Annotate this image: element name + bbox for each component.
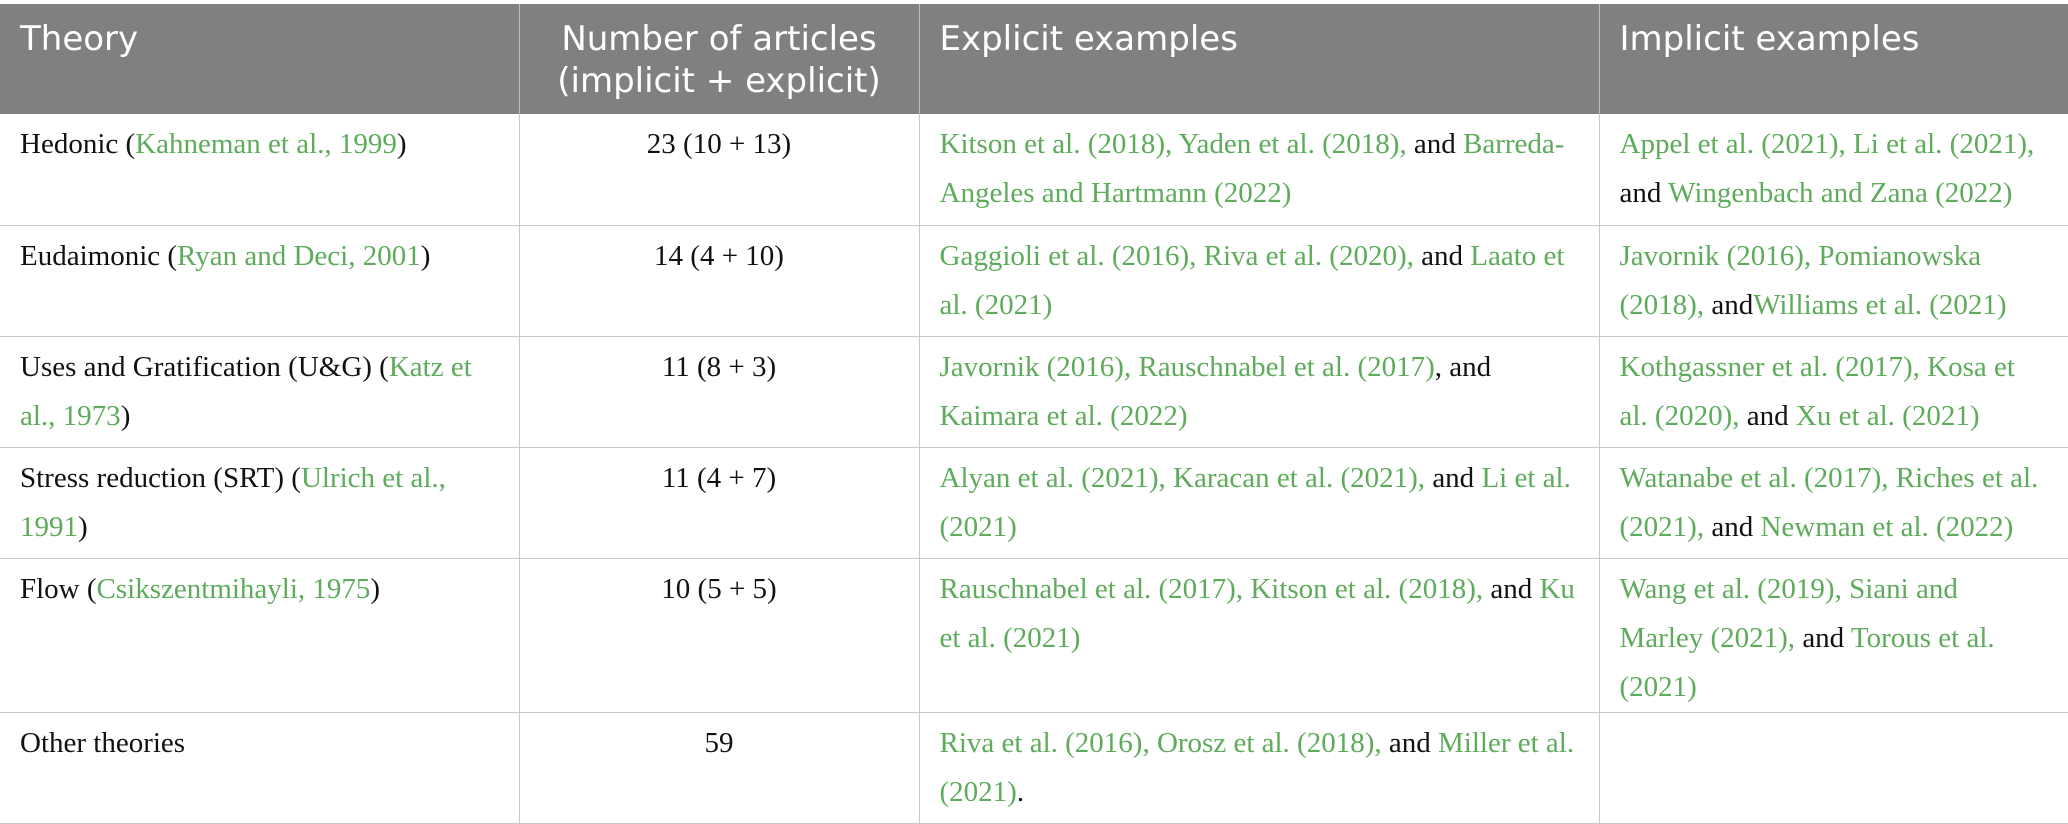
theory-name-tail: ) [120, 399, 131, 432]
implicit-examples-cell: Watanabe et al. (2017), Riches et al. (2… [1599, 447, 2068, 559]
header-number-of-articles: Number of articles (implicit + explicit) [519, 4, 920, 114]
theory-name: Flow ( [20, 572, 97, 605]
explicit-reference-link-last[interactable]: Miller et al. (2021) [939, 726, 1575, 808]
implicit-reference-links[interactable]: Wang et al. (2019), Siani and Marley (20… [1619, 572, 1958, 654]
explicit-examples-cell: Gaggioli et al. (2016), Riva et al. (202… [919, 225, 1600, 337]
implicit-examples-cell: Wang et al. (2019), Siani and Marley (20… [1599, 558, 2068, 713]
explicit-reference-links[interactable]: Rauschnabel et al. (2017), Kitson et al.… [939, 572, 1484, 605]
explicit-conjunction: and [1483, 572, 1540, 605]
explicit-conjunction: , and [1434, 350, 1492, 383]
implicit-reference-links[interactable]: Appel et al. (2021), Li et al. (2021), [1619, 128, 2035, 160]
theory-name: Uses and Gratification (U&G) ( [20, 350, 389, 383]
theory-cell: Flow (Csikszentmihayli, 1975) [0, 558, 520, 713]
article-count-cell: 23 (10 + 13) [519, 114, 920, 226]
implicit-conjunction: and [1704, 288, 1754, 321]
explicit-examples-cell: Alyan et al. (2021), Karacan et al. (202… [919, 447, 1600, 559]
explicit-reference-link-last[interactable]: Laato et al. (2021) [939, 239, 1565, 321]
header-row: Theory Number of articles (implicit + ex… [0, 4, 2068, 114]
implicit-reference-link-last[interactable]: Xu et al. (2021) [1795, 399, 1980, 432]
theory-reference-link[interactable]: Kahneman et al., 1999 [135, 128, 397, 160]
article-count-cell: 14 (4 + 10) [519, 225, 920, 337]
theory-name-tail: ) [396, 128, 407, 160]
header-articles-line-1: Number of articles [561, 19, 877, 59]
theory-cell: Other theories [0, 712, 520, 824]
implicit-conjunction: and [1619, 177, 1669, 209]
theory-name: Hedonic ( [20, 128, 136, 160]
header-implicit-examples: Implicit examples [1599, 4, 2068, 114]
theory-cell: Hedonic (Kahneman et al., 1999) [0, 114, 520, 226]
implicit-reference-link-last[interactable]: Wingenbach and Zana (2022) [1668, 177, 2013, 209]
theory-cell: Uses and Gratification (U&G) (Katz et al… [0, 336, 520, 448]
article-count-cell: 11 (4 + 7) [519, 447, 920, 559]
explicit-examples-cell: Rauschnabel et al. (2017), Kitson et al.… [919, 558, 1600, 713]
implicit-conjunction: and [1795, 621, 1851, 654]
header-articles-line-2: (implicit + explicit) [557, 61, 881, 101]
explicit-reference-link-last[interactable]: Kaimara et al. (2022) [939, 399, 1188, 432]
explicit-conjunction: and [1425, 461, 1482, 494]
implicit-reference-link-last[interactable]: Williams et al. (2021) [1753, 288, 2007, 321]
table-body: Hedonic (Kahneman et al., 1999) 23 (10 +… [0, 114, 2068, 824]
explicit-conjunction: and [1413, 239, 1471, 272]
theory-reference-link[interactable]: Csikszentmihayli, 1975 [96, 572, 371, 605]
implicit-reference-links[interactable]: Kothgassner et al. (2017), Kosa et al. (… [1619, 350, 2015, 432]
theory-reference-link[interactable]: Ulrich et al., 1991 [20, 461, 446, 543]
explicit-conjunction: and [1406, 128, 1464, 160]
theory-reference-link[interactable]: Ryan and Deci, 2001 [177, 239, 421, 272]
table-row: Flow (Csikszentmihayli, 1975) 10 (5 + 5)… [0, 558, 2068, 713]
theories-table: Theory Number of articles (implicit + ex… [0, 4, 2068, 824]
theory-name: Other theories [20, 726, 186, 759]
header-explicit-examples: Explicit examples [919, 4, 1600, 114]
article-count-cell: 10 (5 + 5) [519, 558, 920, 713]
theory-name-tail: ) [370, 572, 381, 605]
implicit-examples-cell: Kothgassner et al. (2017), Kosa et al. (… [1599, 336, 2068, 448]
table-row: Uses and Gratification (U&G) (Katz et al… [0, 336, 2068, 448]
table-header: Theory Number of articles (implicit + ex… [0, 4, 2068, 114]
implicit-examples-cell [1599, 712, 2068, 824]
implicit-examples-cell: Appel et al. (2021), Li et al. (2021), a… [1599, 114, 2068, 226]
theory-name: Stress reduction (SRT) ( [20, 461, 301, 494]
theory-name-tail: ) [78, 510, 88, 543]
theory-name-tail: ) [420, 239, 431, 272]
theory-name: Eudaimonic ( [20, 239, 178, 272]
header-theory: Theory [0, 4, 520, 114]
explicit-reference-links[interactable]: Kitson et al. (2018), Yaden et al. (2018… [939, 128, 1407, 160]
table-row: Hedonic (Kahneman et al., 1999) 23 (10 +… [0, 114, 2068, 226]
explicit-examples-cell: Javornik (2016), Rauschnabel et al. (201… [919, 336, 1600, 448]
explicit-reference-link-last[interactable]: Barreda-Angeles and Hartmann (2022) [939, 128, 1565, 209]
implicit-reference-link-last[interactable]: Torous et al. (2021) [1619, 621, 1995, 703]
implicit-reference-links[interactable]: Javornik (2016), Pomianowska (2018), [1619, 239, 1982, 321]
theory-reference-link[interactable]: Katz et al., 1973 [20, 350, 472, 432]
explicit-reference-links[interactable]: Javornik (2016), Rauschnabel et al. (201… [939, 350, 1435, 383]
theory-cell: Eudaimonic (Ryan and Deci, 2001) [0, 225, 520, 337]
explicit-conjunction: and [1381, 726, 1438, 759]
explicit-reference-link-last[interactable]: Ku et al. (2021) [939, 572, 1575, 654]
table-row: Eudaimonic (Ryan and Deci, 2001) 14 (4 +… [0, 225, 2068, 337]
theory-cell: Stress reduction (SRT) (Ulrich et al., 1… [0, 447, 520, 559]
explicit-examples-cell: Riva et al. (2016), Orosz et al. (2018),… [919, 712, 1600, 824]
explicit-reference-links[interactable]: Riva et al. (2016), Orosz et al. (2018), [939, 726, 1382, 759]
implicit-reference-links[interactable]: Watanabe et al. (2017), Riches et al. (2… [1619, 461, 2039, 543]
explicit-tail: . [1016, 775, 1025, 808]
article-count-cell: 11 (8 + 3) [519, 336, 920, 448]
table-row: Other theories 59 Riva et al. (2016), Or… [0, 712, 2068, 824]
implicit-reference-link-last[interactable]: Newman et al. (2022) [1760, 510, 2014, 543]
implicit-conjunction: and [1704, 510, 1761, 543]
explicit-reference-link-last[interactable]: Li et al. (2021) [939, 461, 1571, 543]
explicit-examples-cell: Kitson et al. (2018), Yaden et al. (2018… [919, 114, 1600, 226]
table-row: Stress reduction (SRT) (Ulrich et al., 1… [0, 447, 2068, 559]
explicit-reference-links[interactable]: Gaggioli et al. (2016), Riva et al. (202… [939, 239, 1414, 272]
explicit-reference-links[interactable]: Alyan et al. (2021), Karacan et al. (202… [939, 461, 1426, 494]
implicit-conjunction: and [1739, 399, 1796, 432]
table-container: Theory Number of articles (implicit + ex… [0, 4, 2068, 824]
article-count-cell: 59 [519, 712, 920, 824]
implicit-examples-cell: Javornik (2016), Pomianowska (2018), and… [1599, 225, 2068, 337]
